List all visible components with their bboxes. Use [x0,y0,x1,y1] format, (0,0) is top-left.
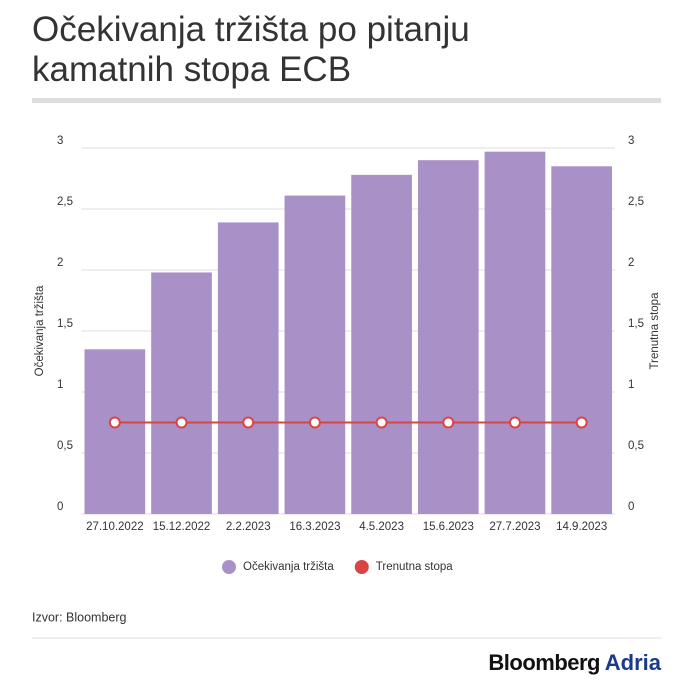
line-point [308,416,321,429]
y2ticks-label: 2,5 [628,196,644,208]
title-rule [32,98,661,103]
yticks-label: 0 [57,501,63,513]
legend-swatch [222,560,236,574]
x-tick-label: 2.2.2023 [226,521,271,533]
y2ticks-label: 0,5 [628,440,644,452]
x-tick-label: 16.3.2023 [289,521,340,533]
yticks-label: 2,5 [57,196,73,208]
y2ticks-label: 1 [628,379,634,391]
yticks-label: 1,5 [57,318,73,330]
line-point [575,416,588,429]
yticks-label: 1 [57,379,63,391]
y2ticks-label: 3 [628,135,634,147]
x-tick-label: 15.12.2022 [153,521,211,533]
x-tick-label: 27.7.2023 [489,521,540,533]
legend-label: Trenutna stopa [376,561,454,573]
legend-label: Očekivanja tržišta [243,561,334,573]
line-point [108,416,121,429]
bar [551,166,612,515]
x-tick-label: 27.10.2022 [86,521,144,533]
x-tick-label: 15.6.2023 [423,521,474,533]
y2ticks-label: 0 [628,501,634,513]
line-point [175,416,188,429]
bar [484,151,546,514]
chart-title: Očekivanja tržišta po pitanju kamatnih s… [32,10,470,89]
x-tick-label: 4.5.2023 [359,521,404,533]
line-point [375,416,388,429]
line-point [442,416,455,429]
x-tick-label: 14.9.2023 [556,521,607,533]
yticks-label: 2 [57,257,63,269]
y-axis-title: Očekivanja tržišta [34,285,46,376]
yticks-label: 3 [57,135,63,147]
line-point [508,416,521,429]
bar [351,174,412,514]
y2ticks-label: 1,5 [628,318,644,330]
legend-swatch [354,560,369,574]
y2-axis-title: Trenutna stopa [649,292,661,370]
bar [151,272,212,514]
bar [417,160,479,514]
line-point [242,416,255,429]
yticks-label: 0,5 [57,440,73,452]
y2ticks-label: 2 [628,257,634,269]
logo-main: Bloomberg [488,650,600,675]
source: Izvor: Bloomberg [32,610,127,624]
bar [84,349,146,514]
bar [217,222,279,515]
bar [284,195,346,514]
logo-accent: Adria [605,650,662,675]
